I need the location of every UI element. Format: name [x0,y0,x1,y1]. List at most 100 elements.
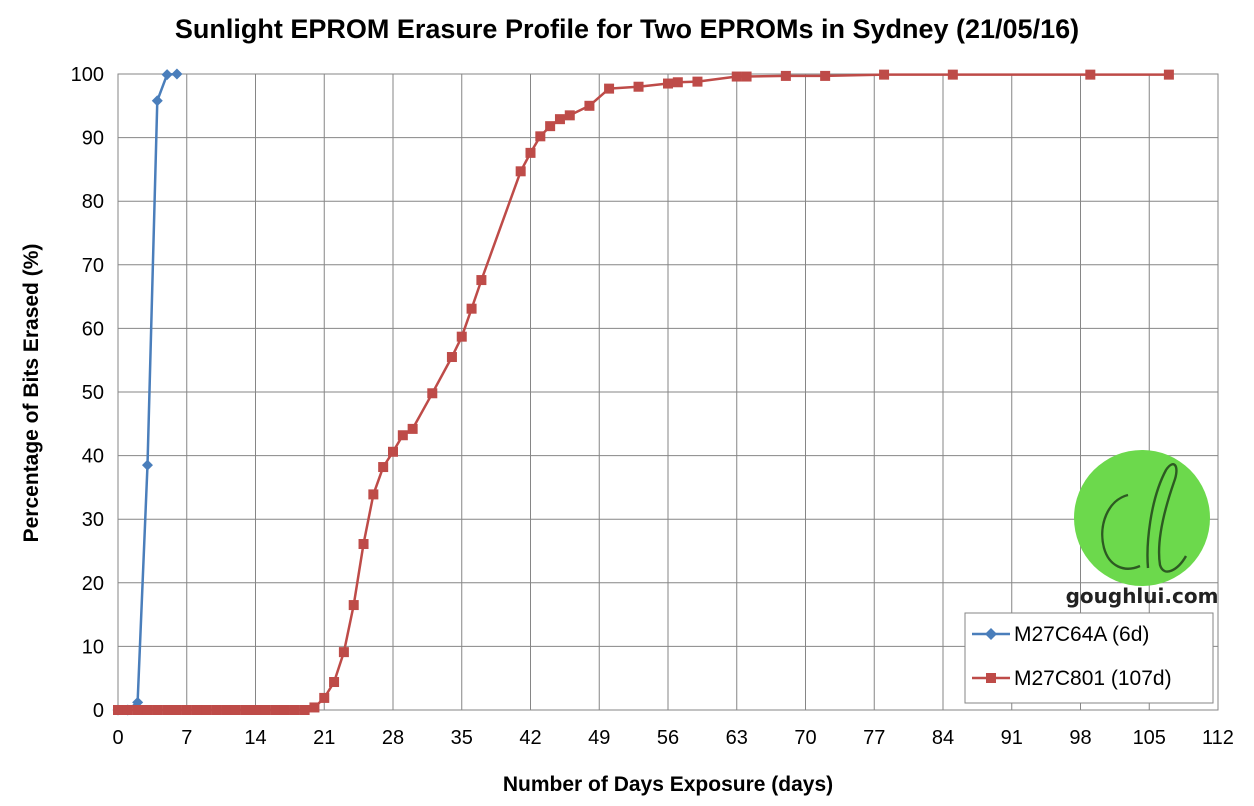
x-tick-label: 0 [112,727,123,749]
data-point [663,78,673,89]
legend-label-m27c801: M27C801 (107d) [1014,667,1172,690]
x-axis-title: Number of Days Exposure (days) [503,773,833,796]
data-point [181,705,192,715]
data-point [122,705,133,715]
x-tick-label: 98 [1069,727,1091,749]
y-tick-label: 100 [71,64,104,86]
legend-marker-square [986,673,996,683]
data-point [692,76,703,87]
x-tick-label: 84 [932,727,954,749]
data-point [162,705,173,715]
data-point [554,114,565,125]
data-point [348,600,359,611]
x-tick-label: 63 [726,727,748,749]
legend-entry-m27c801: M27C801 (107d) [972,667,1172,690]
data-point [329,677,340,688]
data-point [368,489,379,500]
data-point [407,423,418,434]
data-point [780,70,791,81]
data-point [142,705,153,715]
watermark-circle [1074,450,1210,586]
data-point [397,430,408,441]
data-point [564,110,575,121]
data-point [388,446,398,457]
data-point [378,462,389,473]
x-tick-label: 112 [1202,727,1234,749]
watermark-c-stroke [1101,493,1141,570]
data-point [152,705,163,715]
watermark-logo: goughlui.com [1066,450,1219,608]
y-tick-label: 20 [82,573,104,595]
data-point [299,705,310,715]
x-tick-label: 42 [519,727,541,749]
y-tick-label: 60 [82,318,104,340]
x-tick-label: 105 [1133,727,1166,749]
data-point [545,121,556,132]
data-point [1163,69,1174,80]
data-point [446,352,457,363]
x-tick-label: 7 [181,727,192,749]
x-tick-label: 91 [1001,727,1023,749]
data-point [289,705,300,715]
chart-title: Sunlight EPROM Erasure Profile for Two E… [175,14,1079,44]
x-tick-label: 28 [382,727,404,749]
data-point [132,705,143,715]
legend-entry-m27c64a: M27C64A (6d) [972,623,1149,646]
data-point [427,388,438,399]
data-point [191,705,202,715]
legend-box [964,612,1214,704]
x-tick-label: 14 [244,727,266,749]
y-tick-label: 30 [82,509,104,531]
data-point [672,77,683,88]
legend-marker-diamond [985,628,997,640]
data-point [535,131,546,142]
x-tick-label: 35 [451,727,473,749]
data-point [211,705,222,715]
x-tick-label: 70 [794,727,816,749]
y-axis-title: Percentage of Bits Erased (%) [20,244,43,543]
data-point [633,81,644,92]
data-point [260,705,271,715]
data-point [171,705,182,715]
data-point [230,705,241,715]
y-tick-label: 50 [82,382,104,404]
data-point [731,71,742,82]
x-tick-label: 21 [313,727,335,749]
data-point [1085,69,1096,80]
data-point [604,83,615,94]
data-point [221,705,232,715]
data-point [151,95,163,107]
y-tick-label: 40 [82,446,104,468]
data-point [476,275,487,286]
watermark-l-stroke [1146,463,1188,573]
x-axis-tick-labels: 0 7 14 21 28 35 42 49 56 63 70 77 84 91 98 105 112 [112,727,1234,749]
watermark-site: goughlui.com [1066,584,1219,608]
data-point [515,166,526,177]
y-tick-label: 80 [82,191,104,213]
data-point [279,705,290,715]
data-point [250,705,261,715]
x-tick-label: 77 [863,727,885,749]
data-point [879,69,890,80]
data-point [338,647,349,658]
x-tick-label: 56 [657,727,679,749]
data-point [820,70,831,81]
data-point [466,303,477,314]
legend: M27C64A (6d) M27C801 (107d) [964,612,1214,704]
y-tick-label: 0 [93,700,104,722]
data-point [161,69,173,81]
series-m27c801-107d [113,69,1174,715]
data-point [270,705,281,715]
data-point [584,100,595,111]
data-point [141,459,153,471]
data-point [113,705,123,715]
y-tick-label: 10 [82,636,104,658]
data-point [319,692,330,703]
data-point [525,147,536,158]
data-point [741,71,752,82]
data-point [201,705,212,715]
y-axis-tick-labels: 0 10 20 30 40 50 60 70 80 90 100 [71,64,104,722]
series-layer [112,68,1174,716]
x-tick-label: 49 [588,727,610,749]
